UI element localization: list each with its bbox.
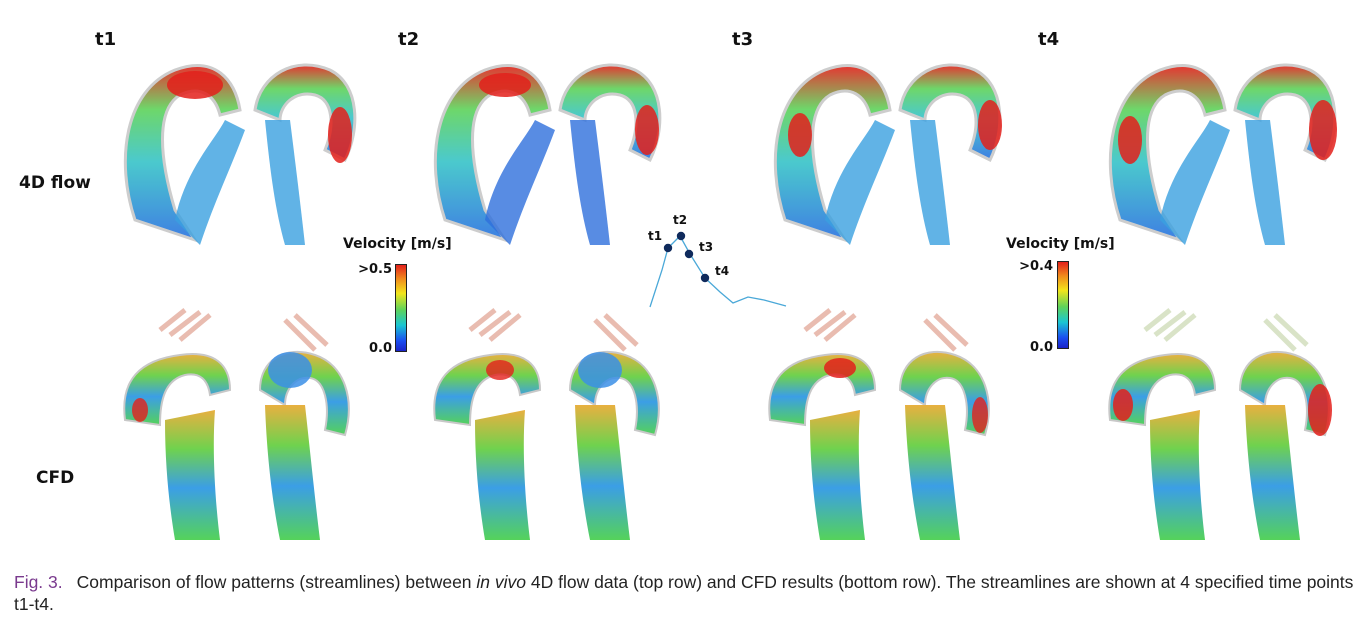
aorta-view-4d-t1-b [253, 63, 357, 245]
4d-flow-views [123, 63, 1337, 245]
aorta-view-4d-t4 [1108, 64, 1230, 245]
aorta-view-cfd-t1 [123, 308, 232, 540]
aorta-view-4d-t4-b [1233, 63, 1337, 245]
aorta-view-4d-t3 [773, 64, 895, 245]
aorta-view-cfd-t2 [433, 308, 542, 540]
aorta-view-4d-t2 [433, 64, 555, 245]
colorbar-left-title: Velocity [m/s] [343, 236, 452, 252]
timepoint-marker-t3 [684, 249, 694, 259]
timepoint-marker-t1 [663, 243, 673, 253]
timepoint-label-t3: t3 [732, 29, 754, 50]
aorta-streamline-figure [123, 63, 1337, 540]
colorbar-right-title: Velocity [m/s] [1006, 236, 1115, 252]
colorbar-right-max: >0.4 [1019, 259, 1053, 274]
caption-text-2: 4D flow data (top row) and CFD results (… [14, 572, 1354, 614]
flow-waveform-inset [649, 231, 787, 308]
timepoint-marker-t2 [676, 231, 686, 241]
inset-label-t3: t3 [699, 240, 714, 254]
caption-italic: in vivo [476, 572, 527, 592]
aorta-view-4d-t2-b [558, 63, 662, 245]
inset-label-t2: t2 [673, 213, 688, 227]
figure-number: Fig. 3. [14, 572, 63, 592]
timepoint-marker-t4 [700, 273, 710, 283]
cfd-views [123, 308, 1332, 540]
timepoint-label-t1: t1 [95, 29, 117, 50]
colorbar-right [1057, 261, 1069, 349]
timepoint-label-t4: t4 [1038, 29, 1060, 50]
colorbar-right-min: 0.0 [1029, 340, 1053, 355]
aorta-view-cfd-t3-b [898, 313, 990, 540]
colorbar-left-max: >0.5 [358, 262, 392, 277]
aorta-view-cfd-t4 [1108, 308, 1217, 540]
colorbar-left-min: 0.0 [368, 341, 392, 356]
aorta-view-cfd-t1-b [258, 313, 350, 540]
aorta-view-cfd-t3 [768, 308, 877, 540]
caption-text-1: Comparison of flow patterns (streamlines… [76, 572, 477, 592]
inset-label-t1: t1 [648, 229, 663, 243]
row-label-4d-flow: 4D flow [19, 173, 91, 193]
aorta-view-cfd-t4-b [1238, 313, 1332, 540]
aorta-view-4d-t1 [123, 64, 245, 245]
aorta-view-cfd-t2-b [568, 313, 660, 540]
inset-label-t4: t4 [715, 264, 730, 278]
row-label-cfd: CFD [36, 468, 75, 488]
figure-caption: Fig. 3. Comparison of flow patterns (stre… [14, 571, 1354, 615]
timepoint-label-t2: t2 [398, 29, 420, 50]
colorbar-left [395, 264, 407, 352]
aorta-view-4d-t3-b [898, 63, 1002, 245]
